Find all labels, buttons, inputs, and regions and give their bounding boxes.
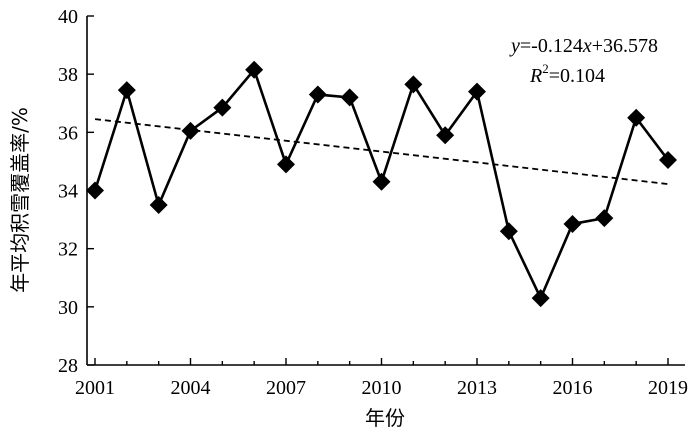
data-point-marker xyxy=(277,155,295,174)
y-tick-label: 32 xyxy=(58,239,78,261)
trend-layer xyxy=(94,118,669,185)
data-point-marker xyxy=(404,75,423,94)
data-point-marker xyxy=(372,172,391,191)
data-point-marker xyxy=(563,214,582,233)
equation-slope: =-0.124 xyxy=(520,35,583,57)
marker-layer xyxy=(86,60,677,308)
y-tick-label: 38 xyxy=(58,64,78,86)
x-axis-title: 年份 xyxy=(365,406,405,430)
r-squared-value: =0.104 xyxy=(549,65,605,87)
data-point-marker xyxy=(308,85,327,104)
data-point-marker xyxy=(149,196,168,215)
axis-ticks: 28 30 32 34 36 38 40 2001 2004 2007 2010 2013 2016 20… xyxy=(58,6,688,399)
data-point-marker xyxy=(595,209,614,228)
r-squared-sup: 2 xyxy=(542,61,549,76)
data-point-marker xyxy=(468,82,486,101)
x-tick-label: 2004 xyxy=(171,377,211,399)
x-tick-label: 2016 xyxy=(553,377,593,399)
y-axis-title: 年平均积雪覆盖率/% xyxy=(8,107,32,293)
r-squared-symbol: R xyxy=(529,65,542,87)
data-point-marker xyxy=(531,289,550,308)
data-point-marker xyxy=(627,108,646,127)
data-point-marker xyxy=(499,222,518,241)
data-point-marker xyxy=(117,81,136,100)
trend-line xyxy=(94,118,669,185)
data-point-marker xyxy=(181,121,200,140)
data-point-marker xyxy=(86,181,104,200)
y-tick-label: 30 xyxy=(58,297,78,319)
trend-equation: y=-0.124x+36.578 xyxy=(509,35,658,57)
data-point-marker xyxy=(245,60,264,79)
data-point-marker xyxy=(436,126,455,145)
r-squared-label: R2=0.104 xyxy=(529,61,605,87)
equation-x: x xyxy=(582,35,592,57)
x-tick-label: 2010 xyxy=(362,377,402,399)
y-tick-label: 28 xyxy=(58,355,78,377)
data-point-marker xyxy=(340,88,359,107)
x-tick-label: 2013 xyxy=(457,377,497,399)
equation-intercept: +36.578 xyxy=(592,35,658,57)
equation-y: y xyxy=(509,35,520,57)
x-tick-label: 2001 xyxy=(75,377,115,399)
data-point-marker xyxy=(659,150,677,169)
y-tick-label: 34 xyxy=(58,181,78,203)
y-tick-label: 36 xyxy=(58,122,78,144)
x-tick-label: 2007 xyxy=(266,377,306,399)
data-point-marker xyxy=(213,98,232,117)
x-tick-label: 2019 xyxy=(648,377,688,399)
y-tick-label: 40 xyxy=(58,6,78,28)
